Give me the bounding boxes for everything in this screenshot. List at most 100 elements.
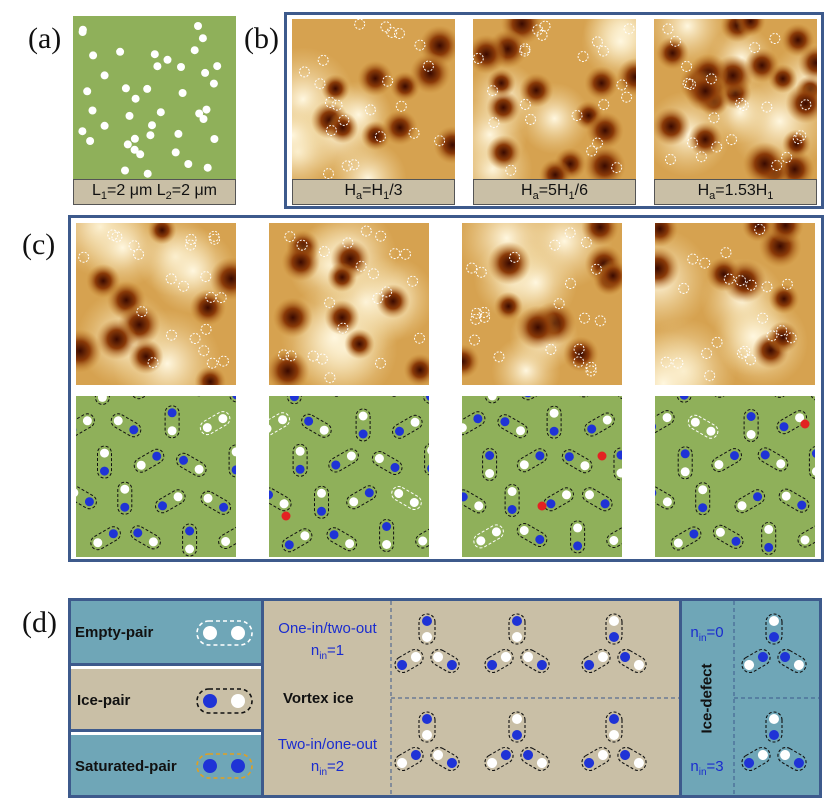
pinning-site	[86, 137, 95, 145]
panel-letter-d: (d)	[22, 606, 57, 639]
vortex-spot	[656, 36, 690, 70]
vortex-pair	[117, 481, 133, 515]
ice-defect-n0-label: nin=0	[690, 624, 724, 644]
legend-saturated-pair-cell	[71, 735, 261, 795]
vortex-pair	[808, 446, 815, 479]
ice-defect-n3-label: nin=3	[690, 758, 724, 778]
interstitial-vortex	[800, 419, 810, 429]
vortex-spot	[86, 263, 121, 298]
vertex-config	[484, 711, 550, 772]
vortex-spot	[515, 305, 560, 350]
vortex-pair	[269, 412, 291, 437]
pinning-site	[116, 47, 125, 56]
pinning-site	[195, 109, 204, 118]
vortex-spot	[655, 246, 680, 291]
vortex-spot	[269, 349, 310, 385]
pinning-site	[201, 68, 210, 77]
vortex-spot	[194, 365, 227, 385]
vortex-spot	[128, 339, 164, 375]
vortex-spot	[654, 107, 691, 146]
vortex-pair	[570, 520, 586, 554]
interstitial-vortex	[537, 501, 547, 511]
vertex-config	[741, 711, 807, 772]
vortex-spot	[147, 223, 177, 245]
pinning-site	[83, 87, 92, 96]
vortex-spot	[583, 144, 626, 179]
vertex-config	[741, 613, 807, 674]
vortex-pair	[218, 525, 236, 549]
vortex-spot	[326, 111, 359, 144]
vortex-pair	[734, 489, 766, 514]
vortex-pair	[797, 523, 815, 548]
vortex-pair	[281, 528, 313, 553]
interstitial-vortex	[281, 511, 291, 521]
panel-b-label-3: Ha=1.53H1	[654, 179, 817, 205]
vortex-pair	[546, 405, 562, 439]
vortex-spot	[742, 141, 787, 179]
panel-letter-b: (b)	[244, 22, 279, 55]
legend-empty-pair-label: Empty-pair	[75, 624, 154, 641]
vortex-pair	[743, 409, 759, 442]
vortex-spot	[487, 241, 531, 285]
vortex-pair	[269, 487, 292, 512]
pinning-site	[209, 79, 218, 88]
vortex-spot	[539, 158, 572, 179]
vortex-pair	[670, 526, 702, 551]
vortex-pair	[516, 448, 548, 473]
vortex-pair	[328, 448, 359, 473]
pinning-site	[210, 135, 219, 143]
pinning-site	[130, 145, 139, 154]
vortex-spot	[403, 353, 429, 385]
vortex-pair	[655, 410, 675, 435]
vortex-pair	[516, 523, 548, 547]
pinning-site	[130, 134, 139, 143]
vortex-pair	[133, 448, 165, 473]
vortex-pair	[97, 445, 112, 479]
vortex-spot	[209, 257, 236, 301]
pinning-site	[190, 46, 199, 55]
vortex-spot	[706, 256, 742, 292]
panel-b-frame	[284, 12, 824, 209]
panel-b-label-1: Ha=H1/3	[292, 179, 455, 205]
vortex-pair	[94, 396, 110, 405]
vortex-pair	[676, 396, 692, 403]
vertex-configurations	[394, 613, 807, 772]
vortex-pair	[76, 413, 95, 438]
vortex-pair	[757, 447, 789, 472]
vortex-spot	[486, 135, 522, 170]
vortex-spot	[563, 336, 599, 373]
vortex-pair	[355, 408, 371, 442]
vertex-config	[581, 613, 647, 674]
vortex-pair	[484, 396, 500, 404]
panel-c-ice-map-3	[462, 396, 622, 557]
pinning-site	[174, 129, 183, 138]
vortex-spot	[409, 52, 451, 94]
vortex-spot	[655, 223, 678, 248]
vortex-spot	[797, 44, 817, 82]
panel-b-afm-2	[473, 19, 636, 179]
vortex-spot	[586, 111, 624, 150]
vortex-spot	[375, 284, 411, 319]
pinning-site	[136, 150, 145, 159]
vortex-spot	[782, 129, 811, 159]
vortex-pair	[199, 411, 231, 436]
legend-empty-pair-cell	[71, 601, 261, 666]
vortex-spot	[519, 73, 554, 108]
vortex-pair	[613, 447, 622, 481]
pinning-site	[123, 140, 132, 149]
vortex-spot	[486, 90, 521, 125]
pinning-site	[198, 34, 207, 43]
panel-b-afm-3	[654, 19, 817, 179]
vortex-pair	[228, 444, 236, 478]
vortex-pair	[176, 452, 207, 477]
vortex-pair	[391, 486, 422, 510]
vortex-pair	[392, 414, 423, 439]
vortex-spot	[382, 109, 418, 146]
vortex-pair	[543, 487, 574, 512]
vortex-pair	[482, 448, 498, 481]
panel-c-ice-map-2	[269, 396, 429, 557]
pinning-site	[156, 108, 165, 117]
pinning-site	[100, 71, 109, 80]
vortex-pair	[164, 405, 180, 439]
pinning-site	[150, 50, 159, 59]
